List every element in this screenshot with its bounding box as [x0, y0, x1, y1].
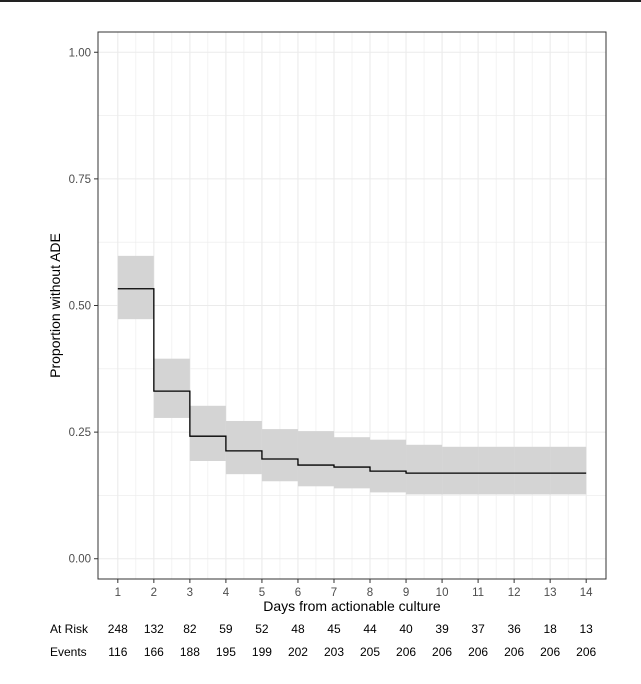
top-rule [0, 0, 641, 2]
confidence-band-step [117, 255, 154, 320]
risk-table-cell: 116 [108, 645, 127, 659]
x-tick-label: 4 [223, 587, 230, 599]
x-tick-label: 3 [187, 587, 193, 599]
risk-table-cell: 132 [144, 622, 164, 636]
x-tick-label: 13 [544, 587, 557, 599]
y-tick-label: 0.50 [69, 301, 91, 313]
y-axis: 0.00 0.25 0.50 0.75 1.00 [69, 47, 98, 566]
x-tick-label: 1 [115, 587, 121, 599]
x-axis-label: Days from actionable culture [263, 598, 441, 614]
risk-table-cell: 205 [360, 645, 380, 659]
risk-table-cell: 40 [399, 622, 413, 636]
risk-table-cell: 206 [540, 645, 560, 659]
x-tick-label: 11 [472, 587, 484, 599]
confidence-band-step [297, 431, 334, 487]
risk-table-cell: 202 [288, 645, 308, 659]
confidence-band-step [478, 446, 515, 495]
y-tick-label: 0.25 [69, 427, 91, 439]
confidence-band-step [442, 446, 479, 495]
risk-table-cell: 44 [363, 622, 377, 636]
confidence-bands [117, 255, 587, 495]
confidence-band-step [550, 446, 587, 495]
risk-table-cell: 39 [435, 622, 449, 636]
risk-table-cell: 37 [471, 622, 485, 636]
risk-table-cell: 206 [468, 645, 488, 659]
confidence-band-step [189, 405, 226, 461]
x-tick-label: 2 [151, 587, 157, 599]
risk-table-cell: 248 [108, 622, 128, 636]
y-axis-label: Proportion without ADE [47, 233, 63, 378]
confidence-band-step [333, 437, 371, 489]
risk-table-cell: 188 [180, 645, 200, 659]
risk-table-row-label: Events [50, 645, 87, 659]
risk-table-cell: 206 [576, 645, 596, 659]
confidence-band-step [261, 429, 298, 482]
risk-table-cell: 59 [219, 622, 233, 636]
risk-table-cell: 199 [252, 645, 272, 659]
confidence-band-step [514, 446, 551, 495]
risk-table-cell: 166 [144, 645, 164, 659]
y-tick-label: 0.00 [69, 554, 91, 566]
risk-table-cell: 13 [580, 622, 594, 636]
x-tick-label: 7 [331, 587, 337, 599]
risk-table-cell: 82 [183, 622, 197, 636]
confidence-band-step [370, 439, 407, 493]
confidence-band-step [153, 358, 190, 418]
x-tick-label: 12 [508, 587, 521, 599]
risk-table-cell: 18 [543, 622, 557, 636]
risk-table-cell: 36 [507, 622, 521, 636]
risk-table-row-label: At Risk [50, 622, 89, 636]
x-tick-label: 8 [367, 587, 373, 599]
x-tick-label: 14 [580, 587, 593, 599]
risk-table: At Risk 248 132 82 59 52 48 45 44 40 39 37 36 18 13 Eve… [50, 622, 597, 659]
risk-table-cell: 206 [396, 645, 416, 659]
y-tick-label: 0.75 [69, 174, 91, 186]
risk-table-cell: 48 [291, 622, 305, 636]
risk-table-cell: 195 [216, 645, 236, 659]
x-tick-label: 10 [436, 587, 449, 599]
confidence-band-step [225, 420, 262, 475]
confidence-band-step [406, 444, 443, 495]
risk-table-cell: 206 [504, 645, 524, 659]
x-tick-label: 9 [403, 587, 409, 599]
survival-step-line [117, 288, 587, 474]
x-tick-label: 5 [259, 587, 265, 599]
risk-table-cell: 206 [432, 645, 452, 659]
y-tick-label: 1.00 [69, 47, 91, 59]
survival-curve [117, 288, 587, 474]
risk-table-cell: 203 [324, 645, 344, 659]
risk-table-cell: 45 [327, 622, 341, 636]
x-axis: 1 2 3 4 5 6 7 8 9 10 11 12 13 14 [115, 579, 593, 599]
x-tick-label: 6 [295, 587, 301, 599]
risk-table-cell: 52 [255, 622, 269, 636]
